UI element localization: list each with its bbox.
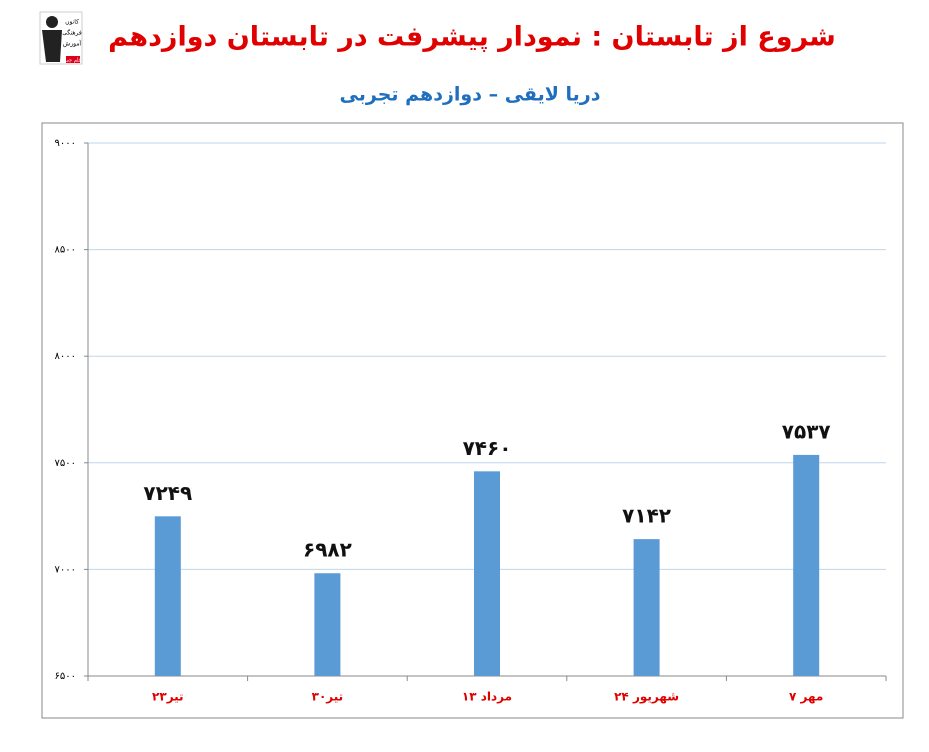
- data-label: ۷۵۳۷: [782, 419, 831, 443]
- logo: کانون فرهنگی آموزش قلم چی: [39, 11, 83, 65]
- bar: [154, 516, 181, 676]
- chart-title: شروع از تابستان : نمودار پیشرفت در تابست…: [108, 22, 836, 53]
- data-label: ۷۲۴۹: [143, 481, 192, 505]
- y-tick-label: ۷۵۰۰: [55, 458, 76, 469]
- bar: [633, 539, 660, 676]
- chart-subtitle: دریا لایقی – دوازدهم تجربی: [340, 84, 601, 106]
- logo-head: [46, 16, 58, 28]
- x-tick-label: ۱۳ مرداد: [462, 690, 512, 704]
- bar: [474, 471, 500, 676]
- y-tick-label: ۶۵۰۰: [55, 671, 76, 682]
- y-tick-label: ۷۰۰۰: [55, 564, 76, 575]
- logo-text: قلم چی: [65, 58, 82, 64]
- logo-badge: [66, 56, 80, 63]
- x-tick-label: ۳۰تیر: [312, 690, 344, 704]
- data-label: ۶۹۸۲: [303, 538, 352, 562]
- data-label: ۷۴۶۰: [463, 436, 512, 460]
- x-tick-label: ۲۴ شهریور: [614, 690, 679, 705]
- x-tick-label: ۲۳تیر: [152, 690, 184, 704]
- data-label: ۷۱۴۲: [622, 504, 671, 528]
- y-tick-label: ۸۵۰۰: [55, 245, 76, 256]
- y-tick-label: ۸۰۰۰: [55, 351, 76, 362]
- chart-frame: [41, 122, 904, 719]
- logo-text: فرهنگی: [62, 29, 82, 37]
- logo-text: کانون: [65, 19, 79, 26]
- logo-body: [42, 30, 62, 62]
- bar: [793, 454, 820, 676]
- bar: [314, 573, 341, 676]
- y-tick-label: ۹۰۰۰: [55, 138, 76, 149]
- logo-text: آموزش: [63, 39, 82, 48]
- x-tick-label: ۷ مهر: [789, 690, 823, 704]
